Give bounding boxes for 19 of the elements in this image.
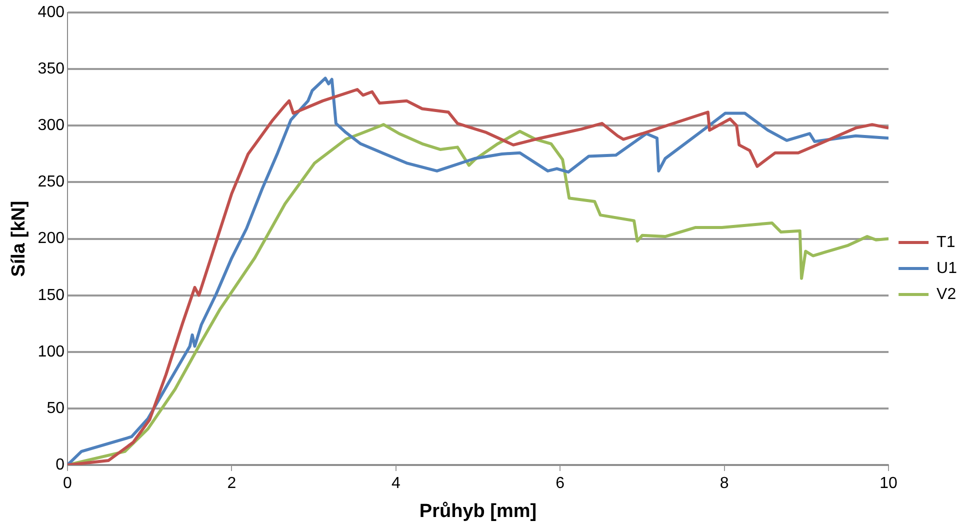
y-tick-label: 300 (38, 117, 65, 134)
legend-label: U1 (936, 260, 958, 277)
x-tick-label: 10 (880, 475, 898, 492)
y-tick-label: 50 (46, 400, 65, 417)
y-tick-label: 400 (38, 4, 65, 22)
y-tick-label: 350 (38, 60, 65, 78)
x-tick-label: 2 (227, 475, 236, 492)
legend-label: V2 (936, 286, 956, 303)
y-tick-label: 150 (38, 286, 65, 304)
legend-label: T1 (936, 234, 956, 251)
y-axis-title: Síla [kN] (8, 200, 30, 277)
y-tick-label: 100 (38, 343, 65, 360)
x-tick-label: 8 (720, 475, 729, 492)
x-tick-label: 4 (391, 475, 400, 492)
x-axis-title: Průhyb [mm] (419, 500, 537, 522)
x-tick-label: 6 (556, 475, 565, 492)
y-tick-label: 0 (56, 456, 65, 474)
y-tick-label: 200 (38, 230, 65, 248)
y-tick-label: 250 (38, 174, 65, 191)
